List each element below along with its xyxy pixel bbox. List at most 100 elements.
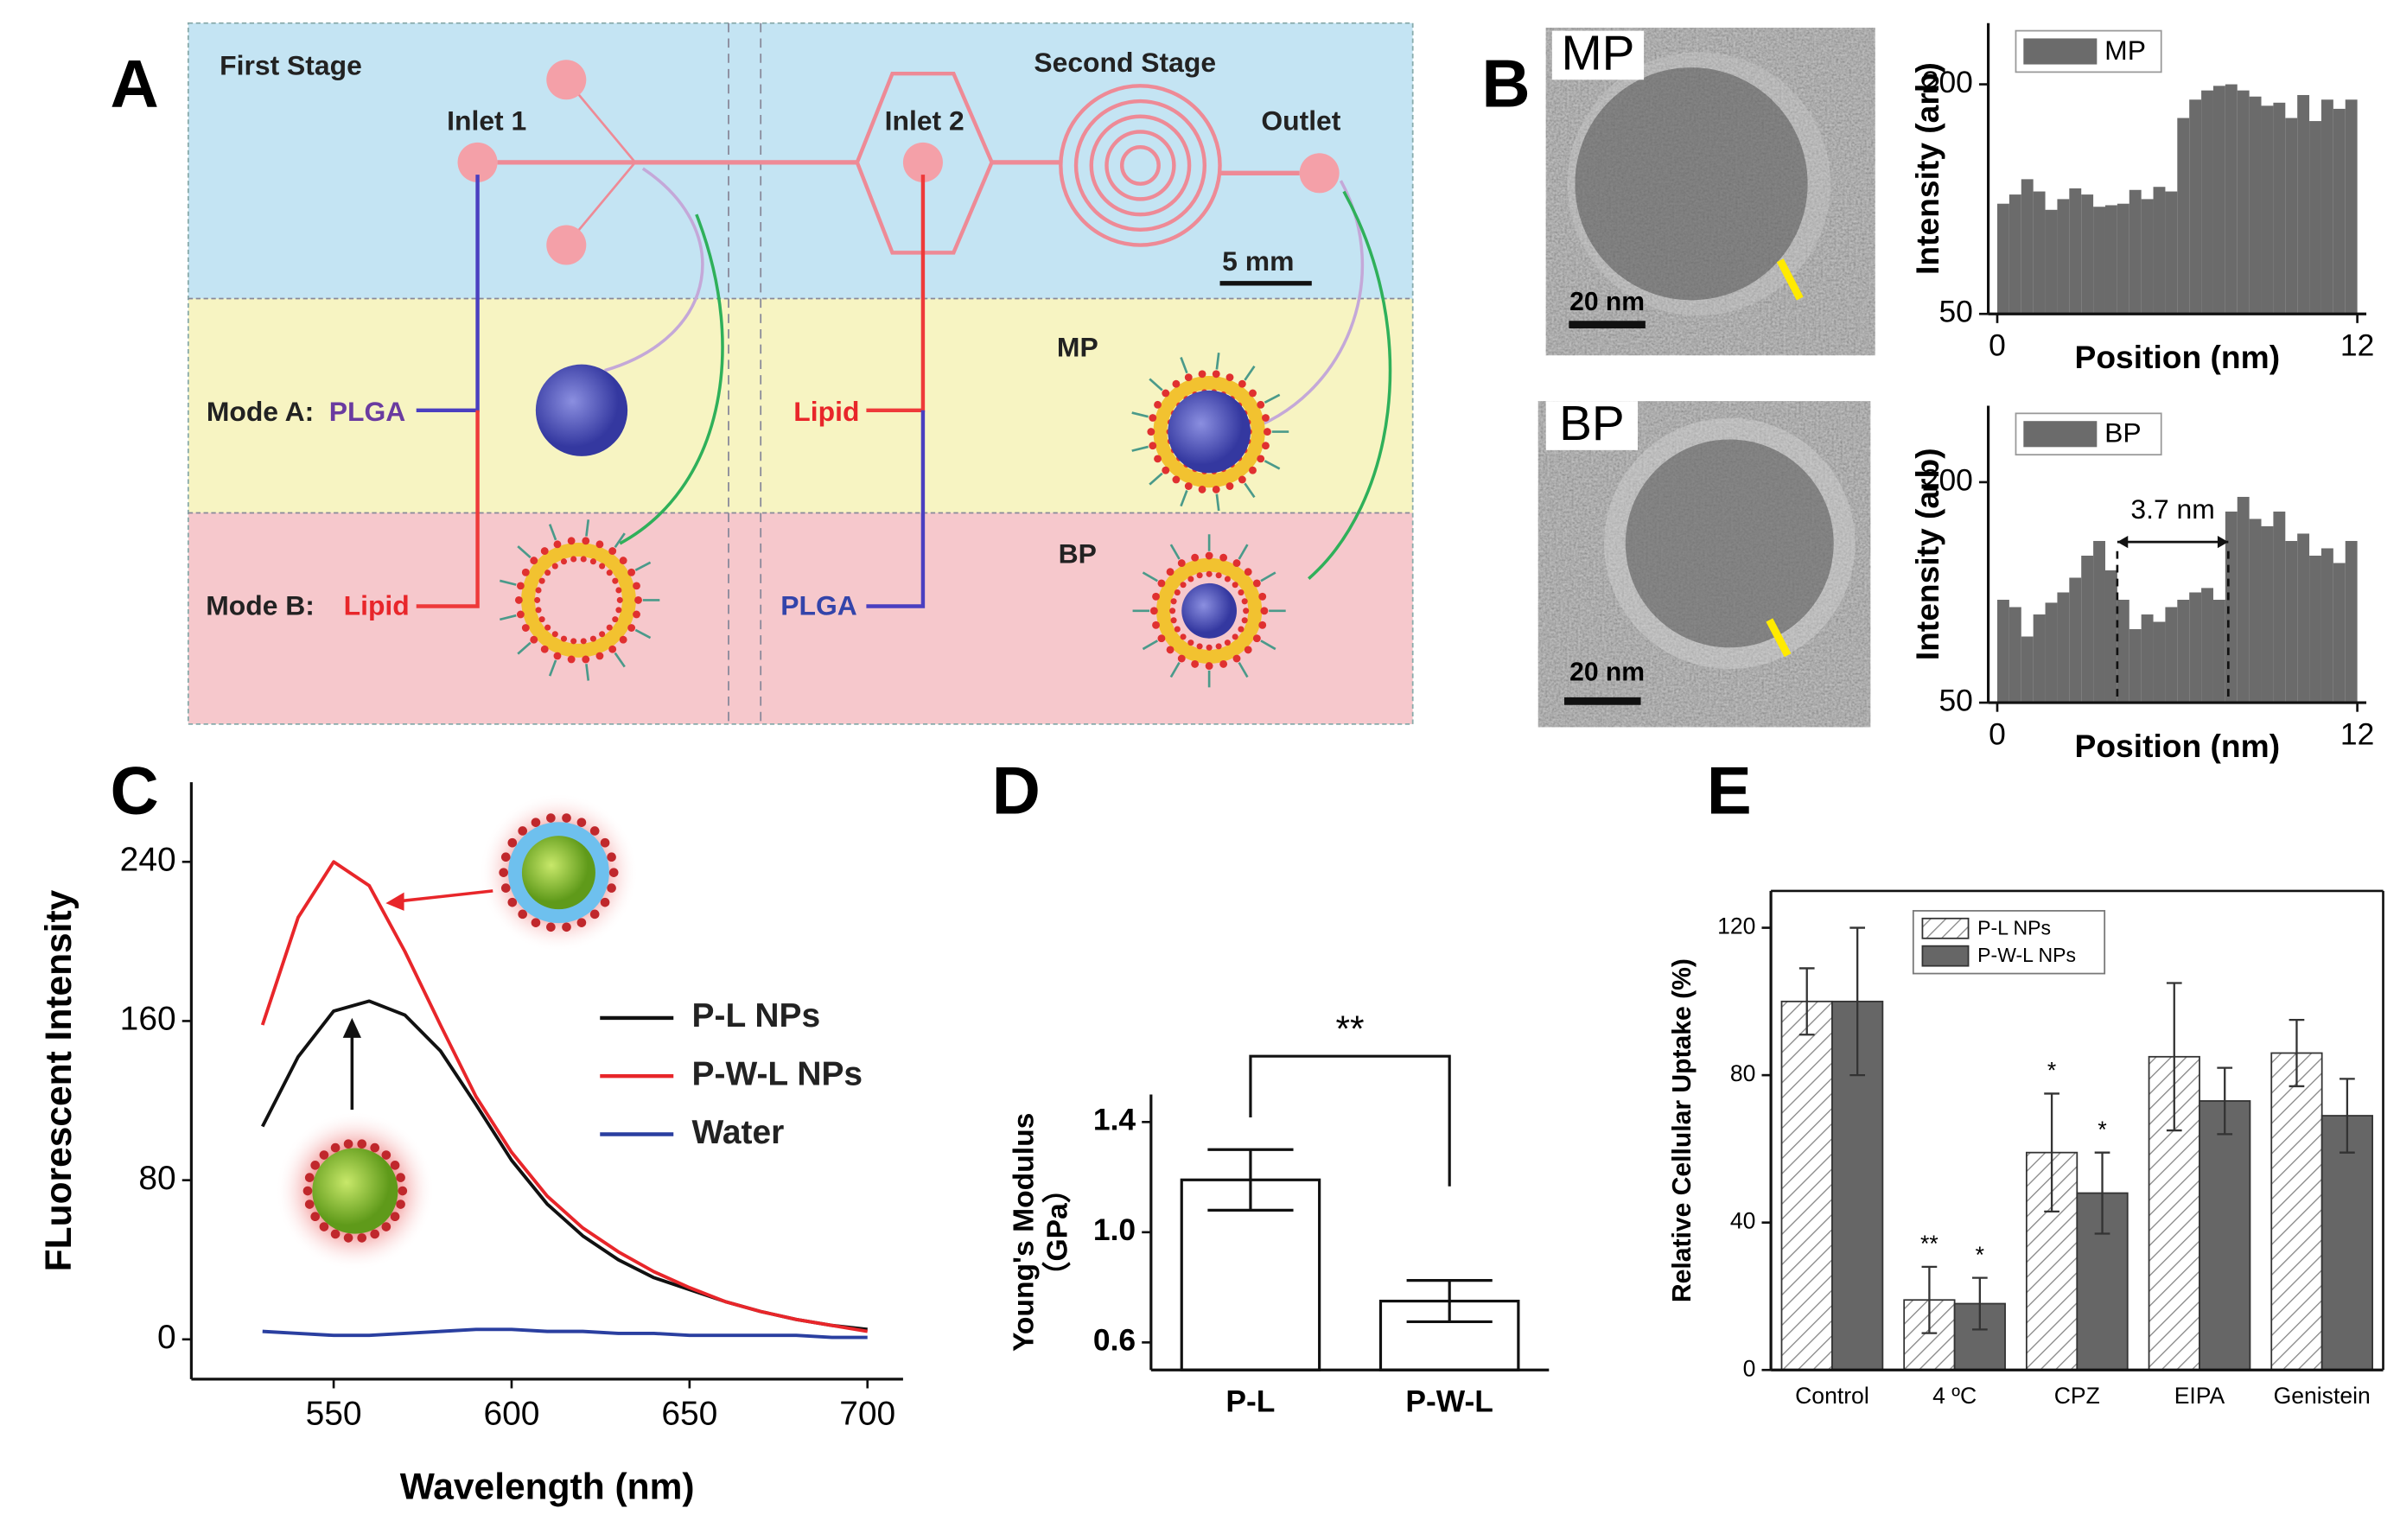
head	[627, 624, 636, 632]
dot	[357, 1233, 367, 1243]
line-series	[260, 860, 869, 1333]
histogram-bar	[2320, 99, 2333, 315]
y-tick-label: 50	[1938, 295, 1972, 329]
peg	[1180, 490, 1188, 507]
head	[1154, 455, 1162, 463]
x-tick-label: EIPA	[2174, 1383, 2225, 1409]
histogram-bar	[2069, 577, 2082, 703]
dot	[319, 1222, 329, 1231]
head	[1162, 389, 1170, 398]
label-bg	[1545, 401, 1639, 450]
annotation: **	[1336, 1009, 1365, 1050]
histogram-bar	[2333, 108, 2346, 315]
y-axis-label: Intensity (arb)	[1909, 448, 1945, 660]
legend-label: P-W-L NPs	[1977, 944, 2076, 966]
dot	[562, 922, 571, 932]
histogram-bar	[2297, 94, 2310, 315]
head	[1262, 442, 1270, 450]
head	[595, 652, 604, 660]
label: Mode A:	[207, 396, 314, 427]
error-bar	[1971, 1276, 1988, 1331]
peg	[585, 519, 590, 537]
histogram-bar	[2117, 203, 2129, 315]
histogram-bar	[2081, 194, 2094, 315]
head	[1191, 659, 1200, 668]
legend-label: BP	[2104, 417, 2141, 449]
x-tick-label: CPZ	[2054, 1383, 2100, 1409]
histogram-bar	[2309, 555, 2321, 703]
histogram-bar	[2297, 533, 2310, 703]
head	[1244, 646, 1252, 654]
error-bar	[1406, 1279, 1493, 1324]
micrograph-label: BP	[1559, 397, 1625, 451]
head	[1152, 620, 1160, 629]
head	[1157, 579, 1166, 588]
histogram-bar	[2261, 525, 2274, 703]
head	[1232, 633, 1238, 640]
head	[582, 537, 590, 545]
head	[1219, 659, 1228, 668]
peg	[1238, 661, 1249, 678]
particle	[1575, 67, 1808, 301]
label: Inlet 2	[885, 105, 964, 136]
panel-labels: A B C D E	[111, 45, 1752, 828]
head	[606, 570, 613, 576]
histogram-bar	[2309, 121, 2321, 315]
dot	[396, 1200, 405, 1209]
head	[1224, 640, 1231, 646]
head	[633, 582, 640, 590]
head	[1196, 643, 1203, 650]
head	[1205, 662, 1213, 670]
error-bar	[2340, 1078, 2355, 1154]
head	[1257, 455, 1265, 463]
histogram-bar	[2345, 540, 2358, 703]
histogram-bar	[2320, 548, 2333, 703]
legend-label: MP	[2104, 35, 2146, 66]
label: Mode B:	[206, 590, 315, 621]
bar	[2320, 1115, 2374, 1371]
y-tick-label: 200	[1922, 65, 1973, 99]
y-tick-label: 200	[1922, 462, 1973, 497]
particle-halo	[1604, 417, 1856, 670]
head	[1252, 579, 1261, 588]
peg	[1142, 640, 1158, 651]
head	[1215, 572, 1222, 579]
micrographs: MP 20 nm BP 20 nm	[1537, 27, 1875, 728]
y-axis-unit: （GPa）	[1041, 1174, 1073, 1291]
head	[1170, 617, 1177, 624]
histogram-bar	[2273, 511, 2286, 703]
dot	[576, 818, 587, 827]
x-tick-label: 0	[1989, 328, 2006, 363]
label: Second Stage	[1034, 47, 1216, 78]
histogram-bar	[2201, 588, 2213, 703]
legend-swatch	[2023, 38, 2098, 65]
legend-swatch	[1921, 945, 1970, 967]
significance-label: **	[1920, 1231, 1938, 1257]
error-bar	[2044, 1092, 2059, 1213]
peg	[634, 628, 652, 640]
error-bar	[1798, 967, 1815, 1036]
histogram-bar	[2045, 209, 2058, 315]
dot	[589, 909, 600, 920]
head	[1206, 644, 1213, 651]
dot	[396, 1173, 405, 1182]
dot	[531, 918, 541, 927]
micrograph-label: MP	[1561, 27, 1634, 81]
head	[1184, 482, 1193, 490]
label: 5 mm	[1222, 245, 1294, 277]
histogram-bar	[2141, 614, 2154, 703]
y-tick-label: 0	[1743, 1355, 1756, 1381]
x-tick-label: 12	[2340, 328, 2374, 363]
head	[1177, 654, 1186, 663]
peg	[548, 524, 557, 541]
head	[580, 638, 587, 645]
histogram-bar	[2249, 96, 2262, 315]
dot	[589, 826, 600, 836]
head	[1263, 428, 1271, 436]
head	[606, 624, 613, 631]
y-tick-label: 240	[120, 842, 176, 879]
histogram-bar	[2249, 519, 2262, 703]
histogram-bar	[2333, 563, 2346, 703]
